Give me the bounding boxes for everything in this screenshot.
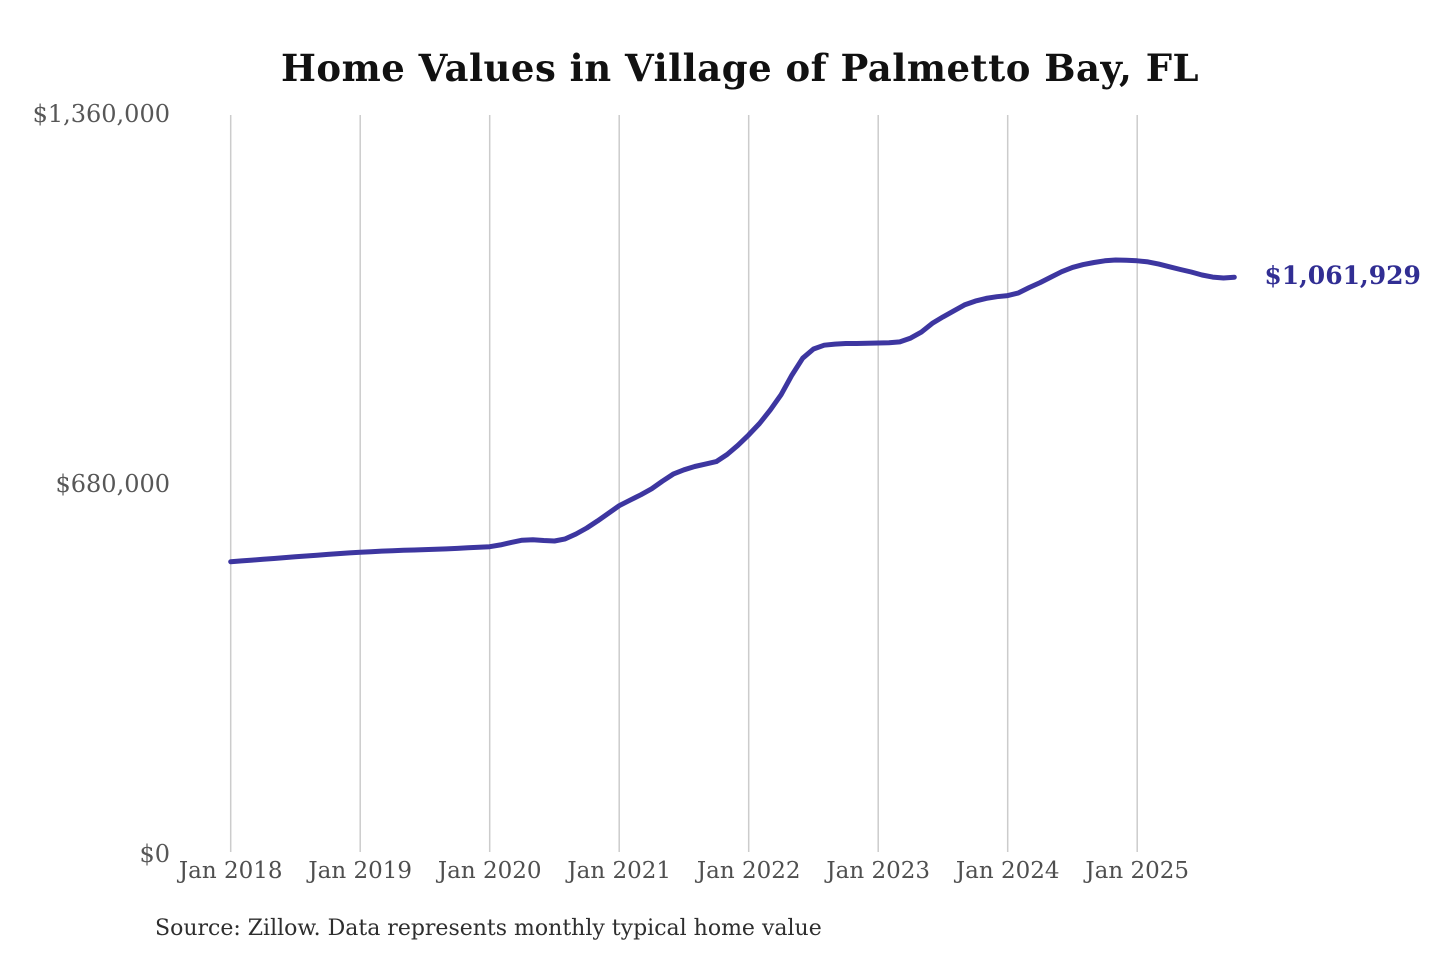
source-note: Source: Zillow. Data represents monthly …: [155, 916, 822, 941]
x-tick-label-jan-2018: Jan 2018: [178, 858, 283, 884]
x-tick-label-jan-2023: Jan 2023: [826, 858, 930, 884]
x-tick-label-jan-2021: Jan 2021: [567, 858, 671, 884]
x-tick-label-jan-2022: Jan 2022: [696, 858, 801, 884]
x-tick-label-jan-2019: Jan 2019: [308, 858, 412, 884]
chart-title: Home Values in Village of Palmetto Bay, …: [280, 46, 1200, 90]
x-tick-label-jan-2024: Jan 2024: [955, 858, 1060, 884]
y-tick-label-0: $0: [139, 840, 170, 868]
home-value-line: [228, 257, 1237, 565]
y-tick-label-1: $680,000: [55, 470, 170, 498]
y-tick-label-2: $1,360,000: [32, 100, 170, 128]
x-tick-label-jan-2020: Jan 2020: [437, 858, 542, 884]
last-value-label: $1,061,929: [1264, 261, 1421, 291]
x-tick-label-jan-2025: Jan 2025: [1085, 858, 1189, 884]
